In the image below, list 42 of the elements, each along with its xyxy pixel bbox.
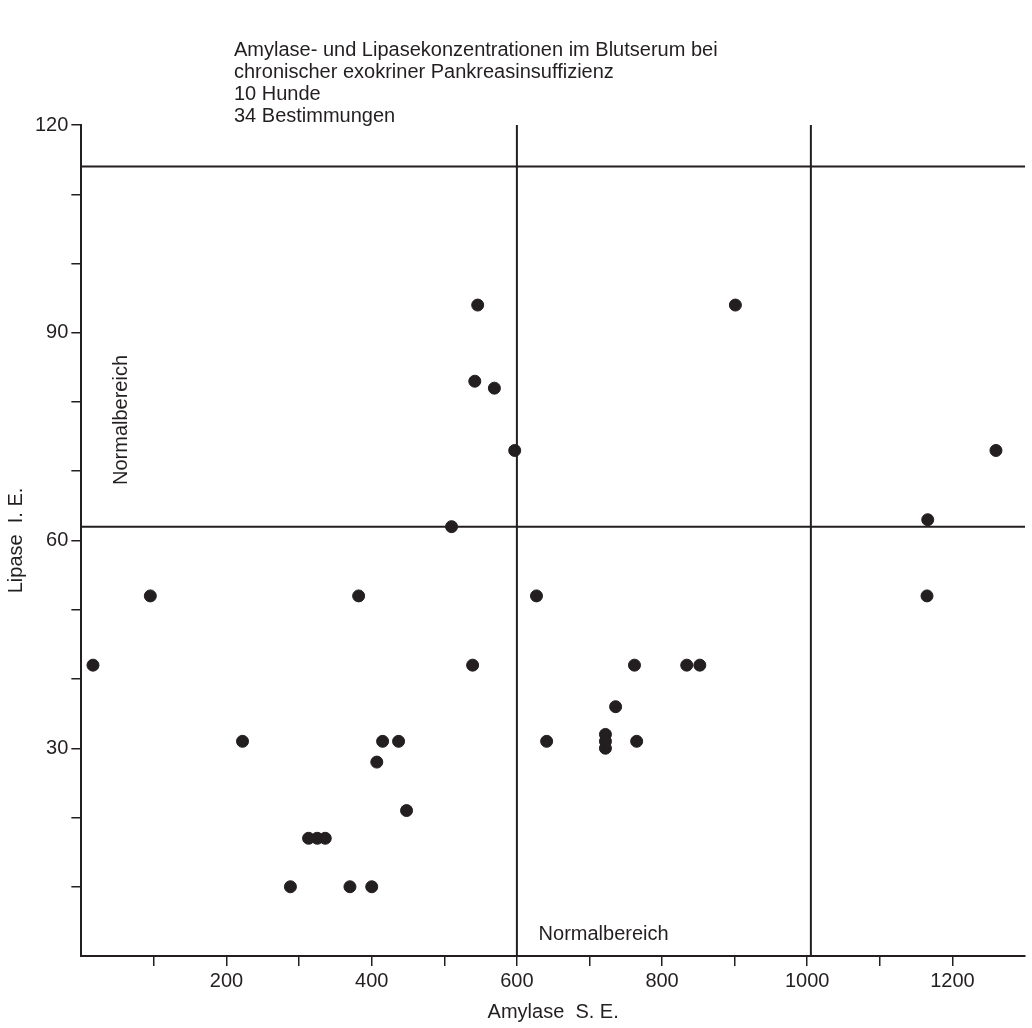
point	[921, 513, 935, 527]
point	[376, 734, 390, 748]
point	[343, 880, 357, 894]
point	[283, 880, 297, 894]
x-tick-label: 1200	[930, 968, 975, 991]
point	[627, 658, 641, 672]
annotation: Normalbereich	[108, 354, 131, 485]
y-tick-label: 120	[34, 112, 69, 135]
point	[609, 700, 623, 714]
x-tick-label: 800	[645, 968, 679, 991]
point	[920, 589, 934, 603]
point	[466, 658, 480, 672]
y-tick-label: 90	[46, 320, 69, 343]
y-tick-label: 60	[46, 528, 69, 551]
x-tick-label: 600	[500, 968, 534, 991]
point	[352, 589, 366, 603]
point	[630, 734, 644, 748]
chart-title: Amylase- und Lipasekonzentrationen im Blutserum bei chronischer exokriner Pankreasinsuffizienz	[234, 38, 719, 82]
point	[728, 298, 742, 312]
point	[86, 658, 100, 672]
point	[989, 443, 1003, 457]
point	[143, 589, 157, 603]
point	[680, 658, 694, 672]
point	[236, 734, 250, 748]
y-tick-label: 30	[46, 735, 69, 758]
y-axis-title: Lipase I. E.	[3, 487, 26, 594]
x-tick-label: 400	[355, 968, 389, 991]
point	[540, 734, 554, 748]
point	[392, 734, 406, 748]
x-tick-label: 1000	[784, 968, 830, 991]
point	[400, 804, 414, 818]
x-axis-title: Amylase S. E.	[487, 999, 619, 1022]
point	[471, 298, 485, 312]
point	[370, 755, 384, 769]
x-tick-label: 200	[209, 968, 244, 991]
point	[693, 658, 707, 672]
point	[487, 381, 501, 395]
point	[529, 589, 543, 603]
annotation: Normalbereich	[538, 921, 669, 944]
point	[365, 880, 379, 894]
chart-subtitle: 10 Hunde 34 Bestimmungen	[234, 82, 396, 126]
point	[468, 374, 482, 388]
